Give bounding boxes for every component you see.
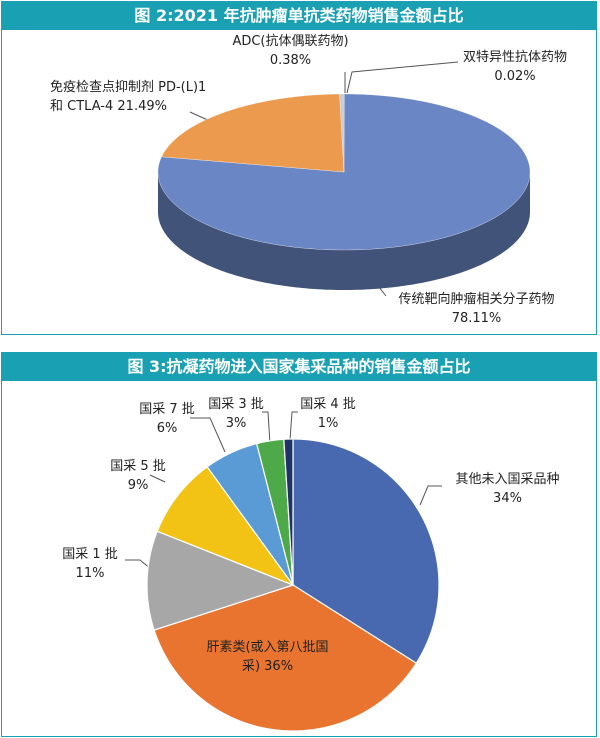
category-label: 国采 4 批 <box>300 397 356 412</box>
pie-slice <box>283 438 294 586</box>
value-label: 3% <box>225 416 247 431</box>
pie-slice <box>339 93 345 173</box>
pies <box>146 93 531 732</box>
leader-line <box>346 61 459 94</box>
value-label: 0.38% <box>269 53 312 68</box>
leader-line <box>419 485 442 506</box>
value-label: 0.02% <box>494 69 536 84</box>
value-label: 1% <box>317 416 339 431</box>
pie-slice <box>161 93 345 173</box>
data-label: 国采 5 批 9% <box>98 457 178 495</box>
value-label: 36% <box>264 659 294 674</box>
category-label: 国采 1 批 <box>62 547 118 562</box>
leader-line <box>289 411 298 441</box>
value-label: 78.11% <box>451 311 502 326</box>
slice-side <box>158 172 530 290</box>
pie-slice <box>255 438 294 586</box>
leader-line <box>190 417 226 453</box>
panel: 图 2:2021 年抗肿瘤单抗类药物销售金额占比 <box>1 1 597 335</box>
category-label: 免疫检查点抑制剂 PD-(L)1 和 CTLA-4 <box>50 80 207 114</box>
pie-slice <box>146 530 295 631</box>
pie-slice <box>292 438 440 665</box>
category-label: 肝素类(或入第八批国采) <box>206 640 329 674</box>
data-label: 国采 4 批 1% <box>292 395 364 433</box>
data-label: 其他未入国采品种 34% <box>440 470 575 508</box>
data-label: 国采 7 批 6% <box>127 400 207 438</box>
data-label: 传统靶向肿瘤相关分子药物 78.11% <box>389 290 564 328</box>
category-label: 国采 5 批 <box>110 459 166 474</box>
value-label: 6% <box>156 421 178 436</box>
chart-title: 图 2:2021 年抗肿瘤单抗类药物销售金额占比 <box>2 2 596 30</box>
panel: 图 3:抗凝药物进入国家集采品种的销售金额占比 <box>1 352 597 737</box>
leader-lines <box>125 61 459 571</box>
value-label: 21.49% <box>117 99 167 114</box>
value-label: 34% <box>493 491 522 506</box>
chart-title: 图 3:抗凝药物进入国家集采品种的销售金额占比 <box>2 353 596 381</box>
data-label: 双特异性抗体药物 0.02% <box>455 48 575 86</box>
pie-slice <box>153 584 418 732</box>
category-label: 国采 7 批 <box>139 402 195 417</box>
pie-slice <box>156 466 295 587</box>
data-label: 国采 3 批 3% <box>200 395 272 433</box>
data-label: 国采 1 批 11% <box>50 545 130 583</box>
category-label: ADC(抗体偶联药物) <box>232 34 349 49</box>
data-label: ADC(抗体偶联药物) 0.38% <box>218 32 363 70</box>
pie-slice <box>206 442 294 586</box>
leader-line <box>262 411 271 445</box>
data-label: 免疫检查点抑制剂 PD-(L)1 和 CTLA-4 21.49% <box>50 78 220 116</box>
value-label: 11% <box>75 566 105 581</box>
category-label: 传统靶向肿瘤相关分子药物 <box>398 292 555 307</box>
value-label: 9% <box>127 478 149 493</box>
category-label: 其他未入国采品种 <box>455 472 560 487</box>
leader-line <box>149 474 166 483</box>
data-label: 肝素类(或入第八批国采) 36% <box>205 638 330 676</box>
category-label: 双特异性抗体药物 <box>462 50 567 65</box>
category-label: 国采 3 批 <box>208 397 264 412</box>
